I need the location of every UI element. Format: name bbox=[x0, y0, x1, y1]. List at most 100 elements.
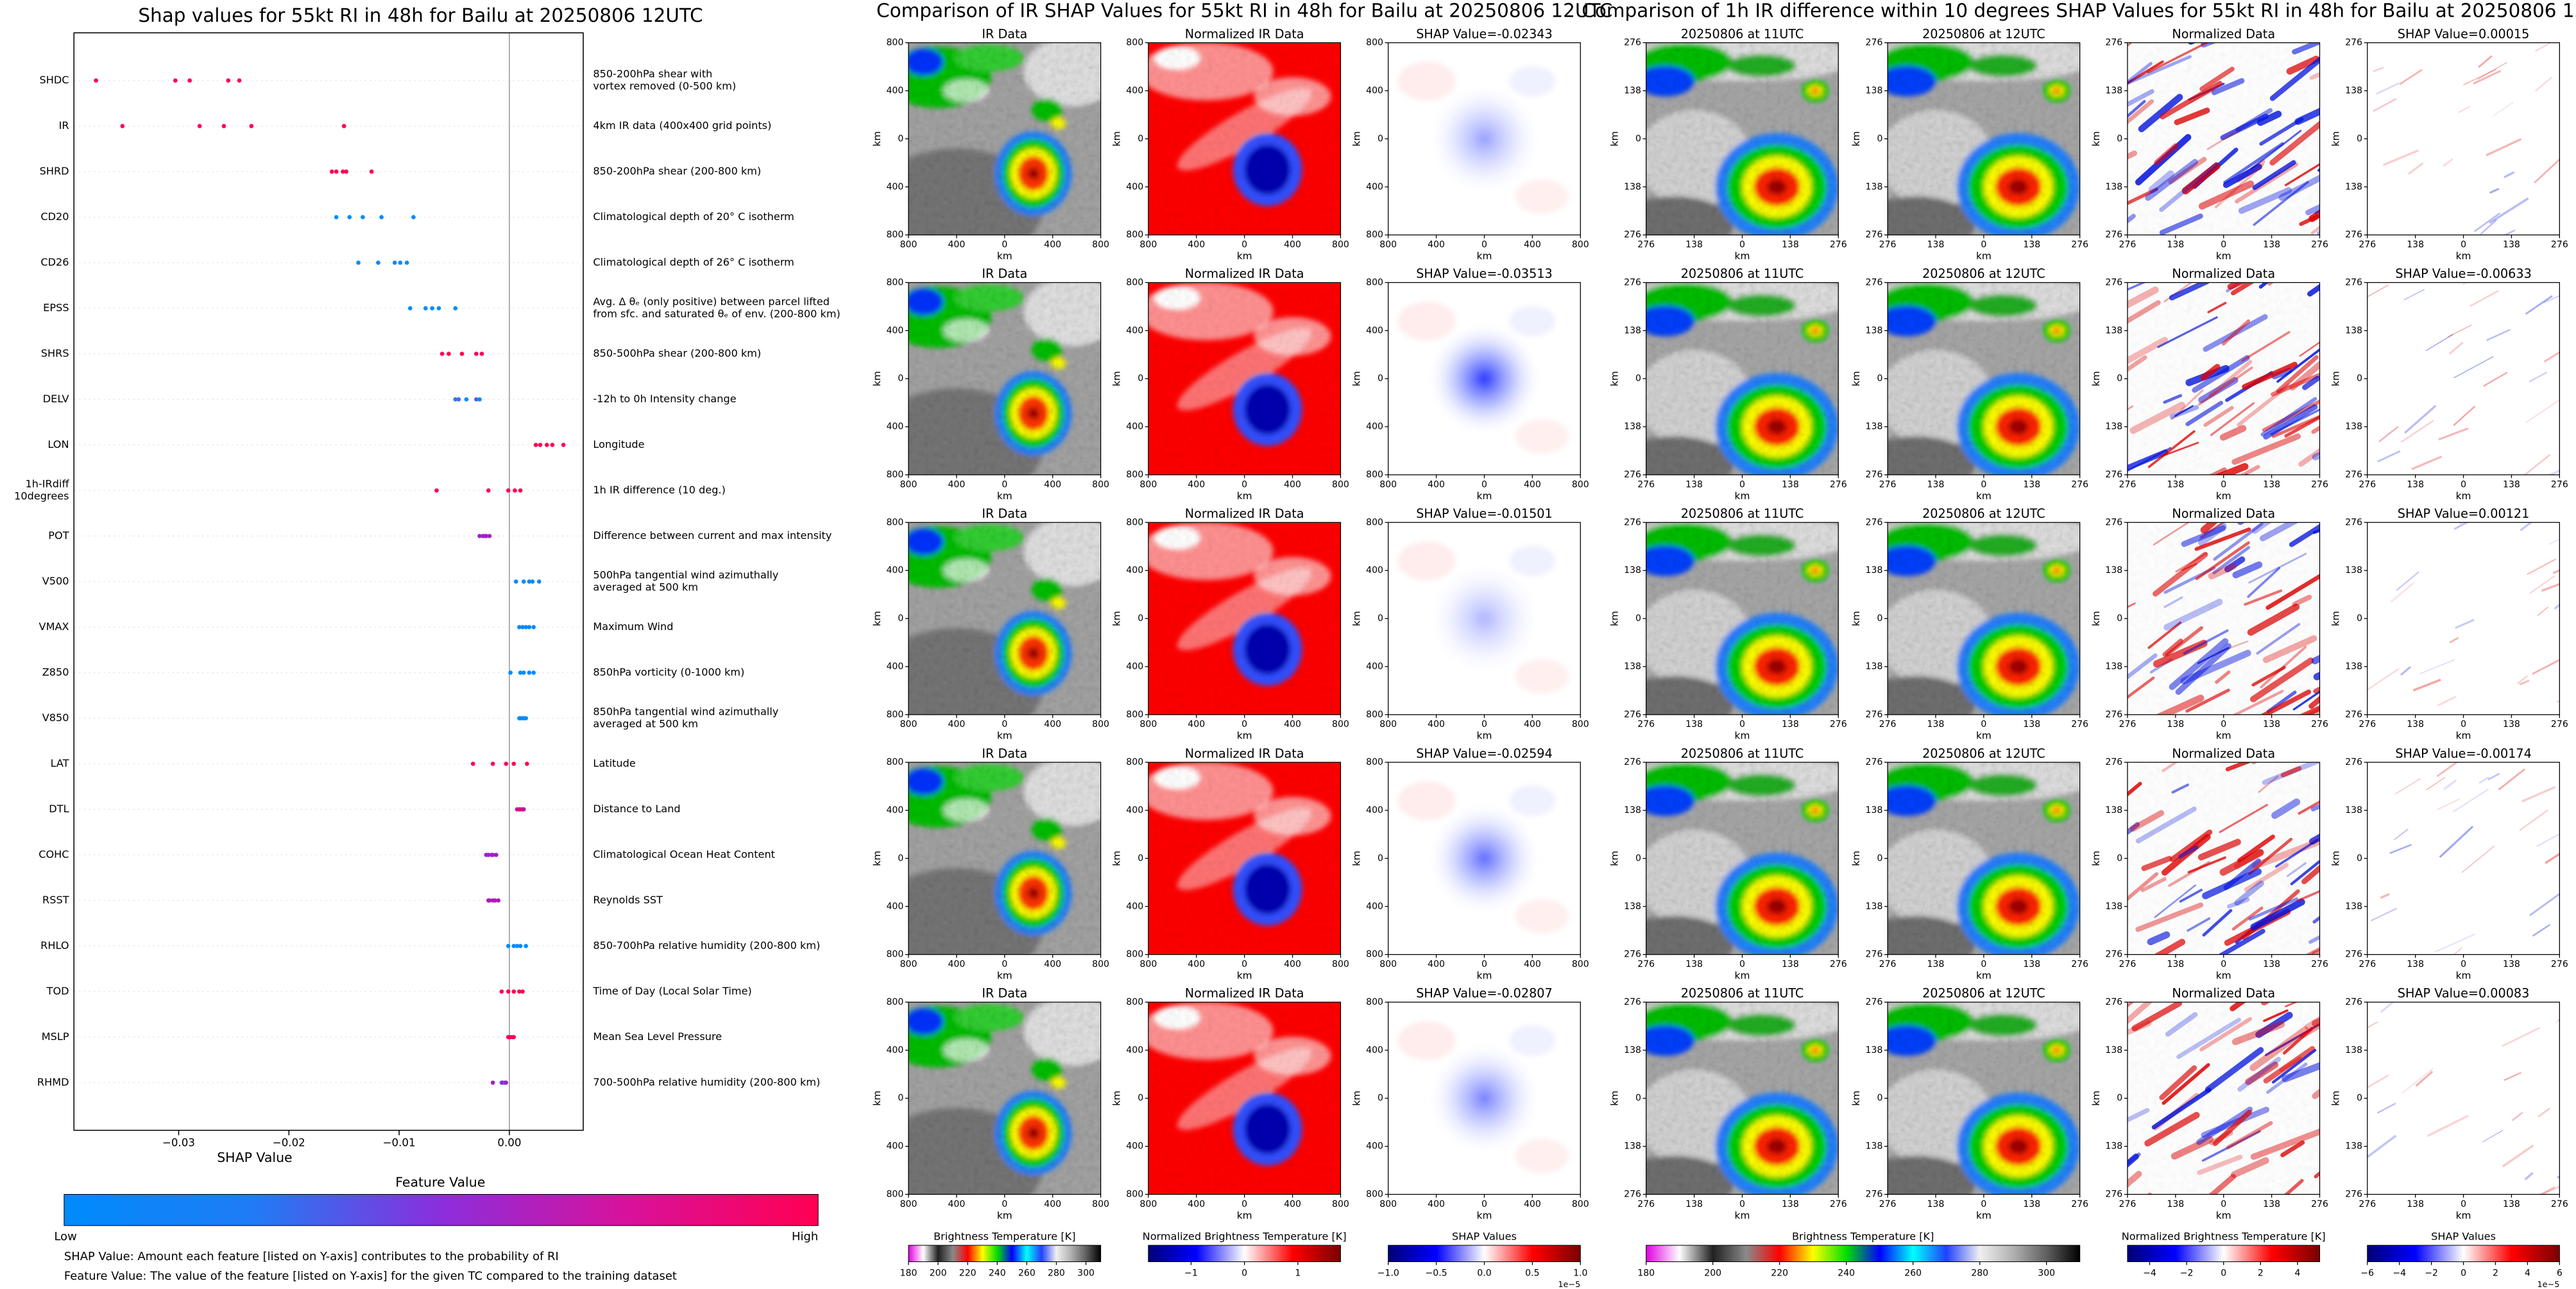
x-axis-label: km bbox=[1976, 250, 1992, 262]
x-tick-label: 0 bbox=[1981, 479, 1986, 490]
image-streak bbox=[2529, 371, 2548, 383]
colorbar-tick-label: 260 bbox=[1904, 1268, 1922, 1278]
feature-description: 500hPa tangential wind azimuthally bbox=[593, 568, 778, 581]
x-tick-label: 400 bbox=[1044, 240, 1061, 250]
y-tick-label: 800 bbox=[1366, 38, 1383, 48]
x-tick-label: 138 bbox=[1927, 719, 1945, 730]
panel-image bbox=[1646, 282, 1839, 475]
image-streak bbox=[2477, 62, 2507, 80]
image-feature bbox=[1509, 305, 1556, 337]
panel-title: 20250806 at 11UTC bbox=[1681, 506, 1804, 521]
colorbar-tick-label: 1 bbox=[1295, 1268, 1301, 1278]
image-streak bbox=[2534, 76, 2552, 92]
y-tick-label: 276 bbox=[1866, 950, 1883, 960]
colorbar-tick-label: 0.5 bbox=[1525, 1268, 1539, 1278]
panel-image bbox=[908, 1002, 1101, 1195]
colorbar-label: Brightness Temperature [K] bbox=[934, 1231, 1075, 1243]
shap-point bbox=[404, 260, 409, 265]
panel-image bbox=[1646, 1002, 1839, 1195]
x-axis-label: km bbox=[2216, 1209, 2231, 1221]
x-tick-label: 276 bbox=[2071, 719, 2088, 730]
shap-point bbox=[530, 579, 535, 584]
y-tick-label: 400 bbox=[886, 1045, 903, 1055]
shap-point bbox=[518, 944, 523, 948]
image-streak bbox=[2543, 295, 2560, 303]
panel-image bbox=[1148, 1002, 1341, 1195]
image-texture bbox=[1888, 522, 2080, 715]
shap-point bbox=[490, 853, 495, 857]
y-tick-label: 0 bbox=[1138, 133, 1143, 144]
colorbar-tick-label: 220 bbox=[959, 1268, 977, 1278]
image-streak bbox=[2394, 828, 2409, 841]
shap-point bbox=[490, 1080, 495, 1085]
y-axis-label: km bbox=[2090, 131, 2102, 146]
image-streak bbox=[2538, 1185, 2560, 1195]
x-tick-label: 138 bbox=[1685, 479, 1703, 490]
image-base bbox=[2367, 762, 2560, 955]
shap-point bbox=[221, 124, 226, 128]
y-tick-label: 276 bbox=[1624, 757, 1641, 767]
image-streak bbox=[2427, 1114, 2469, 1138]
x-tick-label: 138 bbox=[1782, 719, 1799, 730]
y-tick-label: 800 bbox=[886, 757, 903, 767]
image-streak bbox=[2415, 1070, 2434, 1087]
image-streak bbox=[2455, 619, 2475, 629]
y-axis-label: km bbox=[1609, 371, 1621, 386]
x-axis-label: km bbox=[2216, 969, 2231, 981]
y-tick-label: 0 bbox=[1378, 373, 1383, 384]
colorbar-tick-label: 300 bbox=[2038, 1268, 2055, 1278]
colorbar-tick-label: 240 bbox=[989, 1268, 1006, 1278]
y-tick-label: 138 bbox=[1624, 662, 1641, 672]
x-tick-label: 800 bbox=[900, 240, 917, 250]
panel-title: Normalized IR Data bbox=[1185, 266, 1304, 281]
y-tick-label: 0 bbox=[1378, 853, 1383, 864]
y-tick-label: 400 bbox=[1126, 1045, 1143, 1055]
image-streak bbox=[2554, 603, 2560, 610]
image-streak bbox=[2436, 798, 2460, 811]
y-tick-label: 800 bbox=[886, 230, 903, 240]
y-tick-label: 276 bbox=[1866, 517, 1883, 527]
x-tick-label: 276 bbox=[1830, 719, 1847, 730]
feature-label: 1h-IRdiff bbox=[25, 477, 69, 490]
image-texture bbox=[1646, 522, 1839, 715]
y-tick-label: 400 bbox=[886, 422, 903, 432]
x-tick-label: 800 bbox=[1092, 479, 1109, 490]
shap-point bbox=[341, 169, 345, 174]
x-tick-label: 800 bbox=[1572, 719, 1589, 730]
x-tick-label: 0 bbox=[1241, 479, 1247, 490]
x-tick-label: 0 bbox=[2221, 959, 2226, 969]
image-texture bbox=[1888, 282, 2080, 475]
y-axis-label: km bbox=[1111, 611, 1123, 626]
y-tick-label: 400 bbox=[1126, 805, 1143, 815]
y-tick-label: 138 bbox=[1866, 901, 1883, 912]
y-axis-label: km bbox=[2090, 851, 2102, 866]
shap-point bbox=[545, 443, 549, 447]
x-tick-label: 0 bbox=[1481, 719, 1487, 730]
x-tick-label: 400 bbox=[1524, 1199, 1541, 1209]
y-tick-label: 138 bbox=[2105, 325, 2122, 336]
image-streak bbox=[2535, 42, 2552, 52]
x-tick-label: 400 bbox=[1428, 240, 1445, 250]
colorbar-label: Brightness Temperature [K] bbox=[1792, 1231, 1934, 1243]
image-streak bbox=[2536, 833, 2560, 848]
y-tick-label: 276 bbox=[2105, 517, 2122, 527]
x-tick-label: 0 bbox=[1739, 479, 1745, 490]
image-streak bbox=[2407, 162, 2424, 175]
image-texture bbox=[908, 42, 1101, 235]
x-axis-label: km bbox=[1735, 250, 1750, 262]
panel-image bbox=[2367, 282, 2560, 475]
image-texture bbox=[1148, 282, 1341, 475]
x-tick-label: 138 bbox=[1685, 1199, 1703, 1209]
x-tick-label: 0 bbox=[1481, 479, 1487, 490]
y-tick-label: 138 bbox=[1866, 662, 1883, 672]
y-tick-label: 276 bbox=[1624, 38, 1641, 48]
image-streak bbox=[2400, 666, 2412, 676]
image-streak bbox=[2473, 212, 2501, 232]
shap-point bbox=[531, 670, 536, 675]
feature-description: averaged at 500 km bbox=[593, 581, 698, 593]
image-texture bbox=[1888, 42, 2080, 235]
panel-image bbox=[1888, 1002, 2080, 1195]
feature-description: -12h to 0h Intensity change bbox=[593, 393, 736, 405]
image-streak bbox=[2453, 355, 2494, 379]
shap-point bbox=[187, 78, 192, 83]
